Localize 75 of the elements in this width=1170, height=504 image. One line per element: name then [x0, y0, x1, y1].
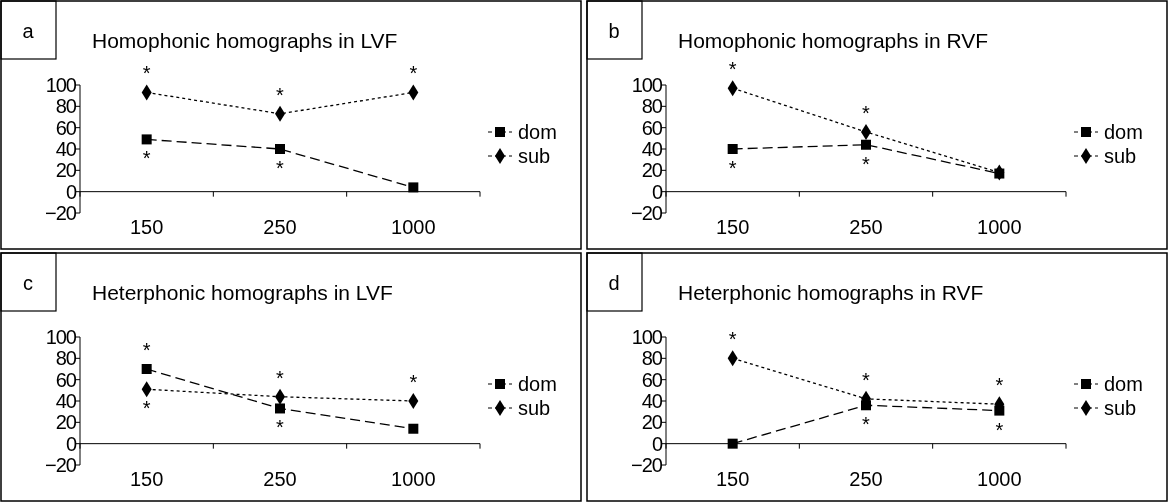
x-tick-label: 150	[715, 216, 750, 238]
annotation: *	[409, 62, 418, 85]
legend-label: sub	[518, 145, 551, 167]
y-tick-label: 80	[55, 347, 77, 370]
text: c	[23, 272, 33, 294]
x-tick-label: 1000	[977, 216, 1022, 238]
legend-label: sub	[1104, 397, 1137, 419]
annotation: *	[728, 58, 737, 81]
y-tick-label: 0	[651, 180, 663, 203]
annotation: *	[728, 157, 737, 179]
y-tick-label: 40	[55, 390, 77, 412]
y-tick-label: 60	[641, 368, 663, 391]
y-tick-label: 20	[55, 411, 77, 434]
annotation: *	[276, 366, 285, 389]
text: d	[608, 272, 620, 294]
annotation: *	[862, 101, 871, 124]
annotation: *	[862, 368, 871, 391]
y-tick-label: 20	[641, 411, 663, 434]
annotation: *	[142, 339, 151, 361]
x-tick-label: 250	[849, 216, 883, 238]
y-tick-label: 100	[45, 74, 77, 96]
chart-title: Homophonic homographs in LVF	[92, 29, 398, 52]
y-tick-label: 0	[651, 432, 663, 455]
y-tick-label: 40	[641, 390, 663, 412]
legend-label: dom	[1104, 373, 1143, 395]
y-tick-label: 60	[55, 368, 77, 391]
y-tick-label: 20	[55, 159, 77, 182]
y-tick-label: 20	[641, 159, 663, 182]
annotation: *	[409, 371, 418, 393]
y-tick-label: −20	[631, 454, 663, 476]
x-tick-label: 150	[715, 468, 750, 490]
annotation: *	[276, 83, 285, 106]
x-tick-label: 1000	[977, 468, 1022, 490]
x-tick-label: 150	[129, 468, 164, 490]
annotation: *	[276, 416, 285, 439]
annotation: *	[142, 62, 151, 85]
x-tick-label: 150	[129, 216, 164, 238]
y-tick-label: 80	[641, 347, 663, 370]
annotation: *	[995, 374, 1004, 397]
x-tick-label: 1000	[391, 216, 436, 238]
chart-title: Heterphonic homographs in LVF	[92, 281, 393, 304]
text: a	[22, 20, 35, 42]
y-tick-label: 40	[55, 138, 77, 160]
x-tick-label: 1000	[391, 468, 436, 490]
y-tick-label: 60	[55, 116, 77, 139]
y-tick-label: 80	[641, 95, 663, 118]
chart-title: Heterphonic homographs in RVF	[678, 281, 984, 304]
x-tick-label: 250	[263, 216, 297, 238]
y-tick-label: −20	[631, 202, 663, 224]
annotation: *	[728, 328, 737, 351]
annotation: *	[862, 152, 871, 175]
legend-label: dom	[518, 121, 557, 143]
y-tick-label: 100	[631, 326, 663, 348]
y-tick-label: 40	[641, 138, 663, 160]
annotation: *	[862, 413, 871, 436]
legend-label: sub	[1104, 145, 1137, 167]
legend-label: dom	[1104, 121, 1143, 143]
y-tick-label: 100	[45, 326, 77, 348]
y-tick-label: 80	[55, 95, 77, 118]
y-tick-label: 100	[631, 74, 663, 96]
y-tick-label: −20	[45, 202, 77, 224]
y-tick-label: 0	[65, 432, 77, 455]
annotation: *	[142, 397, 151, 420]
legend-label: sub	[518, 397, 551, 419]
legend-label: dom	[518, 373, 557, 395]
y-tick-label: 0	[65, 180, 77, 203]
annotation: *	[142, 147, 151, 170]
y-tick-label: −20	[45, 454, 77, 476]
annotation: *	[276, 157, 285, 179]
chart-title: Homophonic homographs in RVF	[678, 29, 989, 52]
x-tick-label: 250	[849, 468, 883, 490]
y-tick-label: 60	[641, 116, 663, 139]
x-tick-label: 250	[263, 468, 297, 490]
annotation: *	[995, 418, 1004, 441]
text: b	[608, 20, 620, 42]
